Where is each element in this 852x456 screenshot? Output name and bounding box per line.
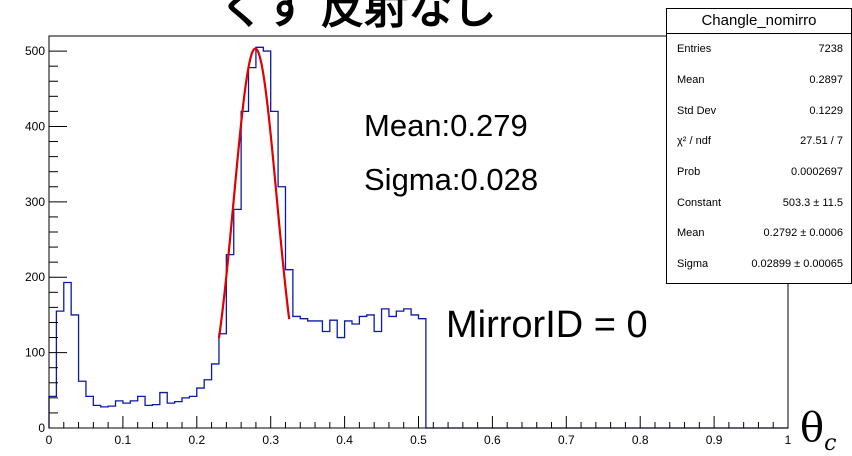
x-tick-label: 0.8 (632, 433, 649, 447)
x-tick-label: 0.2 (188, 433, 205, 447)
x-tick-label: 0.3 (262, 433, 279, 447)
stats-value: 0.1229 (809, 104, 843, 117)
slide-title-fragment: くす 反射なし (220, 0, 497, 33)
stats-row: Mean 0.2897 (667, 65, 851, 96)
mirror-id-annotation: MirrorID = 0 (446, 304, 648, 346)
y-tick-label: 100 (25, 346, 45, 360)
x-tick-label: 0 (46, 433, 53, 447)
stats-label: Prob (677, 166, 701, 179)
stats-label: Std Dev (677, 104, 717, 117)
x-tick-label: 0.7 (558, 433, 575, 447)
y-tick-label: 500 (25, 44, 45, 58)
fit-mean-annotation: Mean:0.279 (364, 108, 528, 143)
stats-label: χ² / ndf (677, 135, 711, 148)
x-axis-symbol: θc (800, 405, 836, 456)
stats-box-title: Changle_nomirro (667, 9, 851, 34)
stats-row: χ² / ndf 27.51 / 7 (667, 126, 851, 157)
stats-value: 27.51 / 7 (800, 135, 843, 148)
fit-sigma-annotation: Sigma:0.028 (364, 162, 539, 197)
stats-label: Sigma (677, 258, 709, 271)
stats-row: Sigma 0.02899 ± 0.00065 (667, 249, 851, 280)
x-tick-label: 0.5 (410, 433, 427, 447)
stats-box: Changle_nomirro Entries 7238 Mean 0.2897 S… (666, 8, 852, 284)
x-tick-label: 1 (785, 433, 792, 447)
stats-row: Mean 0.2792 ± 0.0006 (667, 218, 851, 249)
stats-value: 0.0002697 (791, 166, 843, 179)
x-tick-label: 0.9 (706, 433, 723, 447)
y-tick-label: 200 (25, 270, 45, 284)
theta-symbol: θ (800, 405, 825, 451)
x-tick-label: 0.1 (115, 433, 132, 447)
stats-value: 0.02899 ± 0.00065 (751, 258, 843, 271)
stats-row: Constant 503.3 ± 11.5 (667, 187, 851, 218)
y-tick-label: 400 (25, 119, 45, 133)
y-tick-label: 300 (25, 195, 45, 209)
stats-value: 0.2897 (809, 74, 843, 87)
stats-label: Constant (677, 196, 722, 209)
gaussian-fit-curve (217, 47, 291, 339)
stats-row: Std Dev 0.1229 (667, 95, 851, 126)
x-tick-label: 0.6 (484, 433, 501, 447)
stats-value: 7238 (818, 43, 843, 56)
stats-row: Entries 7238 (667, 34, 851, 65)
stats-label: Entries (677, 43, 712, 56)
y-tick-label: 0 (38, 421, 45, 435)
stats-value: 0.2792 ± 0.0006 (763, 227, 843, 240)
stats-value: 503.3 ± 11.5 (782, 196, 843, 209)
x-tick-label: 0.4 (336, 433, 353, 447)
stats-label: Mean (677, 74, 705, 87)
stats-label: Mean (677, 227, 705, 240)
stats-row: Prob 0.0002697 (667, 157, 851, 188)
theta-subscript: c (824, 431, 837, 456)
